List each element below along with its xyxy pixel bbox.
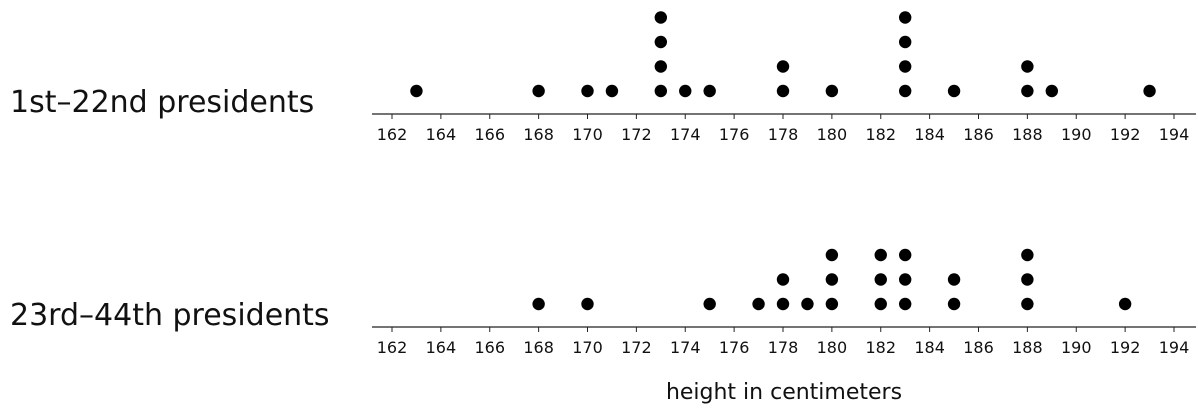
- data-dot: [874, 273, 887, 286]
- data-dot: [947, 297, 961, 311]
- tick-label: 170: [572, 338, 603, 357]
- data-dot: [654, 11, 668, 24]
- data-dot: [1021, 273, 1034, 286]
- data-dot: [703, 297, 716, 311]
- tick-label: 178: [768, 338, 799, 357]
- data-dot: [752, 297, 765, 311]
- data-dot: [1021, 297, 1034, 311]
- panel-label-2: 23rd–44th presidents: [10, 298, 330, 333]
- data-dot: [532, 297, 545, 311]
- tick-label: 182: [865, 338, 896, 357]
- data-dot: [947, 84, 961, 98]
- panel-label-1: 1st–22nd presidents: [10, 85, 315, 120]
- data-dot: [581, 84, 594, 98]
- data-dot: [825, 248, 839, 262]
- tick-label: 166: [474, 338, 505, 357]
- data-dot: [874, 248, 887, 262]
- data-dot: [581, 297, 594, 311]
- tick-label: 188: [1012, 125, 1043, 144]
- data-dot: [776, 84, 790, 98]
- data-dot: [679, 84, 692, 98]
- data-dot: [898, 11, 912, 24]
- data-dot: [898, 60, 912, 73]
- tick-label: 192: [1110, 125, 1141, 144]
- tick-label: 184: [914, 338, 945, 357]
- tick-label: 168: [523, 338, 554, 357]
- tick-label: 168: [523, 125, 554, 144]
- tick-label: 174: [670, 338, 701, 357]
- tick-label: 186: [963, 338, 994, 357]
- data-dot: [898, 273, 912, 286]
- data-dot: [776, 273, 790, 286]
- data-dot: [898, 248, 912, 262]
- tick-label: 176: [719, 125, 750, 144]
- tick-label: 172: [621, 125, 652, 144]
- data-dot: [532, 84, 545, 98]
- tick-label: 192: [1110, 338, 1141, 357]
- tick-label: 186: [963, 125, 994, 144]
- tick-label: 166: [474, 125, 505, 144]
- tick-label: 184: [914, 125, 945, 144]
- data-dot: [1045, 84, 1059, 98]
- data-dot: [776, 297, 790, 311]
- tick-label: 190: [1061, 125, 1092, 144]
- tick-label: 170: [572, 125, 603, 144]
- data-dot: [1143, 84, 1156, 98]
- data-dot: [776, 60, 790, 73]
- tick-label: 162: [377, 125, 408, 144]
- tick-label: 174: [670, 125, 701, 144]
- tick-label: 180: [817, 125, 848, 144]
- tick-label: 176: [719, 338, 750, 357]
- data-dot: [703, 84, 716, 98]
- tick-label: 182: [865, 125, 896, 144]
- data-dot: [654, 35, 668, 49]
- data-dot: [1021, 248, 1034, 262]
- x-axis-label: height in centimeters: [665, 380, 903, 405]
- data-dot: [410, 84, 423, 98]
- data-dot: [1118, 297, 1132, 311]
- data-dot: [825, 84, 839, 98]
- data-dot: [898, 35, 912, 49]
- tick-label: 190: [1061, 338, 1092, 357]
- tick-label: 162: [377, 338, 408, 357]
- tick-label: 194: [1159, 338, 1190, 357]
- data-dot: [1021, 84, 1034, 98]
- data-dot: [898, 84, 912, 98]
- tick-label: 188: [1012, 338, 1043, 357]
- data-dot: [874, 297, 887, 311]
- tick-label: 180: [817, 338, 848, 357]
- tick-label: 172: [621, 338, 652, 357]
- data-dot: [801, 297, 814, 311]
- data-dot: [605, 84, 619, 98]
- data-dot: [825, 273, 839, 286]
- data-dot: [654, 84, 668, 98]
- data-dot: [947, 273, 961, 286]
- tick-label: 194: [1159, 125, 1190, 144]
- data-dot: [654, 60, 668, 73]
- tick-label: 164: [426, 125, 457, 144]
- data-dot: [898, 297, 912, 311]
- data-dot: [1021, 60, 1034, 73]
- data-dot: [825, 297, 839, 311]
- tick-label: 164: [426, 338, 457, 357]
- tick-label: 178: [768, 125, 799, 144]
